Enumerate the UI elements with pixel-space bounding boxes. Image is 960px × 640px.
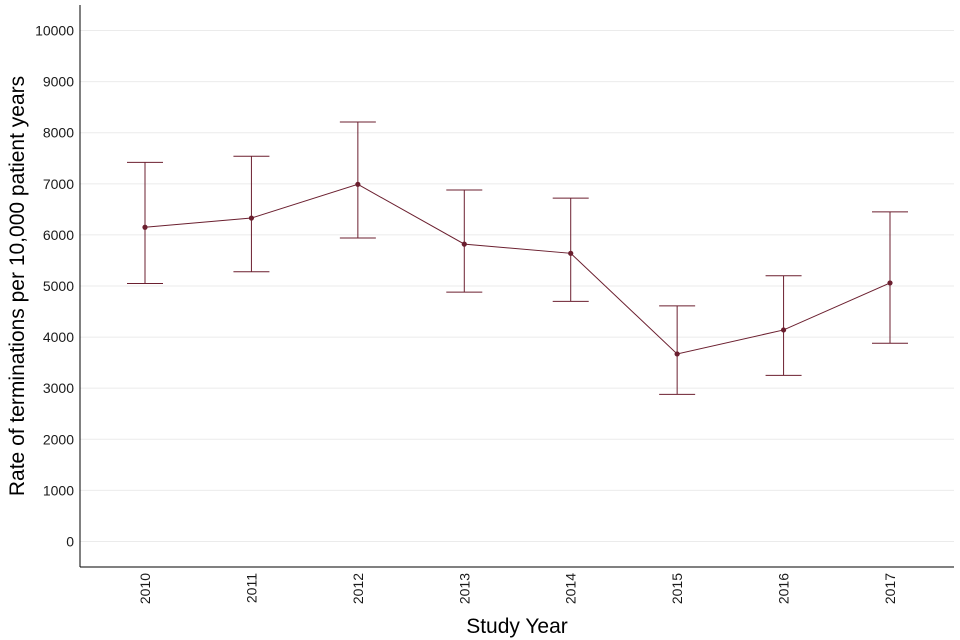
x-tick-label-2011: 2011 <box>243 573 259 603</box>
x-tick-label-2017: 2017 <box>882 573 898 604</box>
y-tick-label-1000: 1000 <box>43 482 74 498</box>
y-tick-label-10000: 10000 <box>35 23 74 39</box>
y-tick-label-5000: 5000 <box>43 278 74 294</box>
y-axis-title: Rate of terminations per 10,000 patient … <box>6 76 29 496</box>
y-tick-label-7000: 7000 <box>43 176 74 192</box>
series-line <box>144 183 891 355</box>
x-tick-label-2013: 2013 <box>456 573 472 604</box>
x-tick-label-2016: 2016 <box>776 573 792 604</box>
y-tick-label-2000: 2000 <box>43 431 74 447</box>
data-point-2013 <box>461 241 467 247</box>
data-points <box>142 181 893 357</box>
x-tick-label-2015: 2015 <box>669 573 685 604</box>
y-tick-label-4000: 4000 <box>43 329 74 345</box>
data-point-2016 <box>780 327 787 333</box>
y-tick-label-0: 0 <box>66 533 74 549</box>
y-tick-label-8000: 8000 <box>43 125 74 141</box>
data-point-2014 <box>568 250 574 256</box>
x-tick-label-2012: 2012 <box>350 573 366 604</box>
data-point-2017 <box>887 280 893 286</box>
data-point-2015 <box>674 351 680 357</box>
x-tick-labels: 2010 2011 2012 2013 2014 2015 2016 2017 <box>137 573 898 604</box>
x-tick-label-2010: 2010 <box>137 573 153 604</box>
y-tick-label-6000: 6000 <box>43 227 74 243</box>
y-tick-label-9000: 9000 <box>43 74 74 90</box>
data-point-2012 <box>355 181 361 187</box>
error-bars <box>127 121 908 395</box>
data-point-2011 <box>248 215 255 221</box>
x-axis-title: Study Year <box>466 615 568 638</box>
y-tick-labels: 0 1000 2000 3000 4000 5000 6000 7000 8000 9000 100… <box>35 23 74 550</box>
gridlines <box>80 30 954 542</box>
data-point-2010 <box>142 224 148 230</box>
x-tick-label-2014: 2014 <box>563 573 579 604</box>
y-tick-label-3000: 3000 <box>43 380 74 396</box>
